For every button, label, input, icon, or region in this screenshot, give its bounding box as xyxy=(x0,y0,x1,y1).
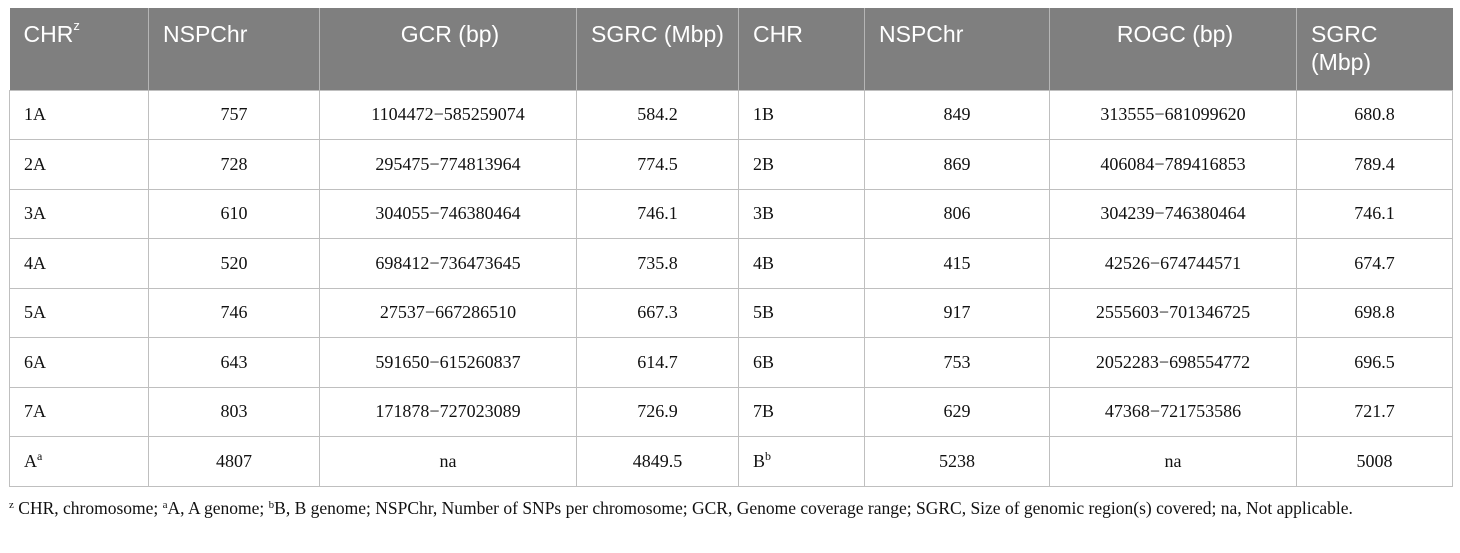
cell-sgrc-b: 680.8 xyxy=(1296,89,1453,140)
cell-chr-a: 3A xyxy=(9,188,149,239)
cell-nspchr-a: 728 xyxy=(148,139,320,190)
cell-chr-b: 3B xyxy=(738,188,865,239)
header-nspchr-a: NSPChr xyxy=(148,8,320,90)
cell-chr-b: 1B xyxy=(738,89,865,140)
cell-chr-b: 7B xyxy=(738,386,865,437)
cell-genome-a: Aa xyxy=(9,436,149,487)
cell-total-rogc: na xyxy=(1049,436,1297,487)
table-row: 5A 746 27537−667286510 667.3 5B 917 2555… xyxy=(9,287,1453,338)
table-body: 1A 757 1104472−585259074 584.2 1B 849 31… xyxy=(9,89,1453,487)
cell-sgrc-b: 674.7 xyxy=(1296,238,1453,289)
cell-gcr: 27537−667286510 xyxy=(319,287,577,338)
cell-chr-a: 2A xyxy=(9,139,149,190)
cell-chr-a: 5A xyxy=(9,287,149,338)
cell-sgrc-a: 735.8 xyxy=(576,238,739,289)
cell-sgrc-a: 774.5 xyxy=(576,139,739,190)
cell-nspchr-b: 849 xyxy=(864,89,1050,140)
cell-genome-b: Bb xyxy=(738,436,865,487)
cell-sgrc-b: 789.4 xyxy=(1296,139,1453,190)
cell-chr-a: 4A xyxy=(9,238,149,289)
cell-gcr: 295475−774813964 xyxy=(319,139,577,190)
cell-chr-a: 1A xyxy=(9,89,149,140)
cell-total-sgrc-b: 5008 xyxy=(1296,436,1453,487)
cell-nspchr-b: 415 xyxy=(864,238,1050,289)
cell-sgrc-a: 667.3 xyxy=(576,287,739,338)
header-gcr: GCR (bp) xyxy=(319,8,577,90)
table-row: 6A 643 591650−615260837 614.7 6B 753 205… xyxy=(9,337,1453,388)
cell-sgrc-b: 696.5 xyxy=(1296,337,1453,388)
cell-sgrc-a: 746.1 xyxy=(576,188,739,239)
cell-rogc: 2555603−701346725 xyxy=(1049,287,1297,338)
table-row: 2A 728 295475−774813964 774.5 2B 869 406… xyxy=(9,139,1453,190)
table-row: 4A 520 698412−736473645 735.8 4B 415 425… xyxy=(9,238,1453,289)
header-sgrc-a: SGRC (Mbp) xyxy=(576,8,739,90)
cell-total-sgrc-a: 4849.5 xyxy=(576,436,739,487)
table-row: 1A 757 1104472−585259074 584.2 1B 849 31… xyxy=(9,89,1453,140)
header-sgrc-b: SGRC (Mbp) xyxy=(1296,8,1453,90)
cell-nspchr-b: 917 xyxy=(864,287,1050,338)
cell-sgrc-b: 721.7 xyxy=(1296,386,1453,437)
cell-sgrc-a: 584.2 xyxy=(576,89,739,140)
cell-gcr: 698412−736473645 xyxy=(319,238,577,289)
cell-total-nspchr-a: 4807 xyxy=(148,436,320,487)
cell-chr-b: 4B xyxy=(738,238,865,289)
snp-distribution-table: CHRz NSPChr GCR (bp) SGRC (Mbp) CHR NSPC… xyxy=(9,8,1453,487)
cell-nspchr-b: 869 xyxy=(864,139,1050,190)
cell-rogc: 2052283−698554772 xyxy=(1049,337,1297,388)
cell-total-nspchr-b: 5238 xyxy=(864,436,1050,487)
cell-nspchr-a: 610 xyxy=(148,188,320,239)
cell-rogc: 42526−674744571 xyxy=(1049,238,1297,289)
header-rogc: ROGC (bp) xyxy=(1049,8,1297,90)
cell-nspchr-a: 746 xyxy=(148,287,320,338)
cell-gcr: 304055−746380464 xyxy=(319,188,577,239)
cell-sgrc-b: 746.1 xyxy=(1296,188,1453,239)
cell-nspchr-a: 643 xyxy=(148,337,320,388)
table-total-row: Aa 4807 na 4849.5 Bb 5238 na 5008 xyxy=(9,436,1453,487)
table-row: 3A 610 304055−746380464 746.1 3B 806 304… xyxy=(9,188,1453,239)
cell-chr-a: 7A xyxy=(9,386,149,437)
cell-rogc: 304239−746380464 xyxy=(1049,188,1297,239)
cell-chr-b: 6B xyxy=(738,337,865,388)
cell-nspchr-a: 757 xyxy=(148,89,320,140)
cell-total-gcr: na xyxy=(319,436,577,487)
cell-nspchr-b: 753 xyxy=(864,337,1050,388)
cell-gcr: 1104472−585259074 xyxy=(319,89,577,140)
cell-sgrc-b: 698.8 xyxy=(1296,287,1453,338)
header-chr-b: CHR xyxy=(738,8,865,90)
cell-rogc: 47368−721753586 xyxy=(1049,386,1297,437)
cell-chr-a: 6A xyxy=(9,337,149,388)
cell-gcr: 591650−615260837 xyxy=(319,337,577,388)
cell-rogc: 406084−789416853 xyxy=(1049,139,1297,190)
table-header-row: CHRz NSPChr GCR (bp) SGRC (Mbp) CHR NSPC… xyxy=(9,8,1453,90)
data-table-container: CHRz NSPChr GCR (bp) SGRC (Mbp) CHR NSPC… xyxy=(9,8,1453,487)
cell-chr-b: 5B xyxy=(738,287,865,338)
header-nspchr-b: NSPChr xyxy=(864,8,1050,90)
cell-rogc: 313555−681099620 xyxy=(1049,89,1297,140)
cell-chr-b: 2B xyxy=(738,139,865,190)
cell-sgrc-a: 726.9 xyxy=(576,386,739,437)
table-footnote: z CHR, chromosome; aA, A genome; bB, B g… xyxy=(9,498,1353,518)
cell-nspchr-a: 803 xyxy=(148,386,320,437)
cell-sgrc-a: 614.7 xyxy=(576,337,739,388)
table-row: 7A 803 171878−727023089 726.9 7B 629 473… xyxy=(9,386,1453,437)
cell-nspchr-b: 806 xyxy=(864,188,1050,239)
cell-nspchr-a: 520 xyxy=(148,238,320,289)
header-chr-a: CHRz xyxy=(23,18,80,47)
cell-nspchr-b: 629 xyxy=(864,386,1050,437)
cell-gcr: 171878−727023089 xyxy=(319,386,577,437)
